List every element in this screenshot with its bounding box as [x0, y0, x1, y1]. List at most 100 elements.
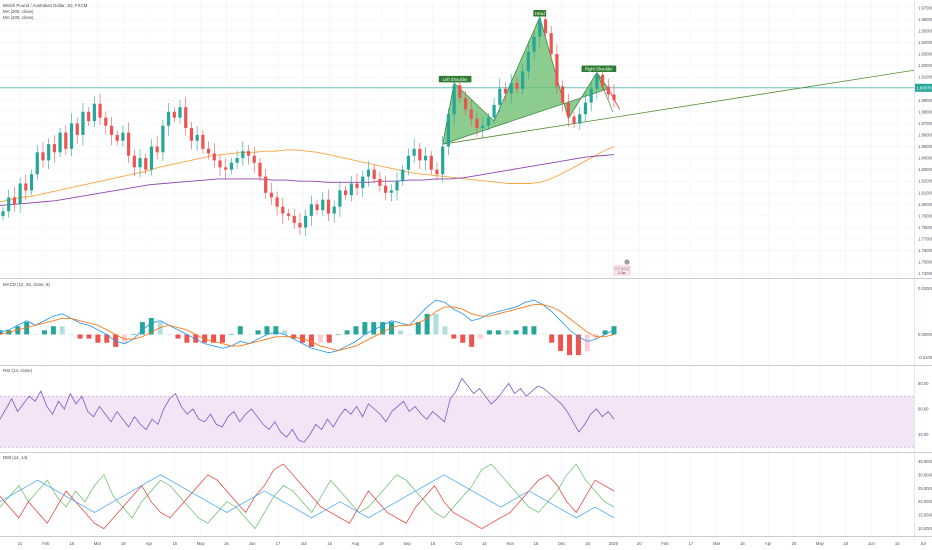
dmi-panel[interactable]: 35.0000 30.0000 25.0000 20.0000 15.0000 10.00…: [0, 459, 932, 531]
rsi-tick-label: 40.00: [918, 432, 929, 437]
head-label[interactable]: Head: [533, 10, 547, 17]
macd-histogram-bar: [424, 313, 430, 335]
time-tick-label: Feb: [661, 541, 669, 546]
time-tick-label: Mar: [713, 541, 721, 546]
left-shoulder-label[interactable]: Left Shoulder: [438, 75, 472, 83]
price-tick-label: 1.86000: [918, 132, 932, 137]
time-tick-label: 17: [276, 541, 281, 546]
macd-legend[interactable]: MACD (12, 26, close, 9): [3, 282, 50, 288]
candle-body: [321, 199, 325, 211]
candlesticks[interactable]: [1, 10, 616, 237]
candle-body: [606, 86, 610, 95]
time-tick-label: Apr: [765, 541, 772, 546]
ma200-legend[interactable]: MA (200, close): [3, 9, 34, 14]
price-tick-label: 1.88000: [918, 109, 932, 114]
macd-histogram-bar: [95, 334, 101, 343]
price-tick-label: 1.84000: [918, 156, 932, 161]
price-axis[interactable]: 1.97000 1.96000 1.95000 1.94000 1.93000 1.920…: [915, 5, 932, 276]
macd-histogram-bar: [33, 334, 39, 336]
time-tick-label: 21: [18, 541, 23, 546]
pattern-labels[interactable]: Left Shoulder Head Right Shoulder 2,7 (12,1…: [438, 10, 631, 276]
candle-body: [35, 152, 39, 175]
dmi-legend[interactable]: DMI (14, 14): [3, 455, 27, 461]
macd-histogram-bar: [513, 330, 519, 335]
candle-body: [538, 19, 542, 37]
price-tick-label: 1.77000: [918, 237, 932, 242]
macd-histogram-bar: [478, 334, 484, 339]
candle-body: [332, 206, 336, 214]
moving-averages: [0, 146, 615, 206]
right-shoulder-label[interactable]: Right Shoulder: [581, 65, 617, 73]
candle-body: [503, 88, 508, 94]
ma200-line: [0, 154, 615, 206]
macd-histogram-bar: [184, 334, 190, 343]
time-tick-label: Jul: [301, 541, 306, 546]
macd-panel[interactable]: 0.02000 0.00000 -0.01000: [0, 286, 932, 360]
candle-body: [412, 148, 416, 156]
candle-body: [498, 88, 502, 105]
macd-histogram-bar: [335, 334, 341, 336]
candle-body: [121, 132, 125, 141]
head-and-shoulders-pattern[interactable]: [442, 15, 915, 145]
price-tick-label: 1.93000: [918, 52, 932, 57]
candle-body: [166, 111, 171, 126]
time-axis[interactable]: 21 Feb 18 Mar 18 Apr 15 May 16 Jun 17 Jul 15 Aug 19 Sep…: [18, 541, 926, 546]
candle-body: [469, 109, 473, 119]
candle-body: [269, 192, 273, 198]
macd-histogram-bar: [228, 334, 234, 336]
macd-histogram-bar: [442, 326, 448, 335]
dmi-plus-line: [0, 463, 615, 530]
candle-body: [458, 85, 462, 98]
rsi-legend[interactable]: RSI (14, close): [3, 368, 32, 374]
candle-body: [355, 183, 359, 189]
price-tick-label: 1.80000: [918, 202, 932, 207]
candle-body: [81, 111, 85, 135]
candle-body: [212, 153, 216, 161]
candle-body: [441, 146, 445, 175]
macd-histogram-bar: [371, 322, 377, 335]
macd-histogram-bar: [380, 322, 386, 335]
macd-line: [0, 299, 615, 354]
time-tick-label: 20: [792, 541, 797, 546]
pattern-label-box: [581, 65, 617, 73]
candle-body: [1, 211, 5, 216]
macd-histogram-bar: [68, 334, 74, 336]
macd-histogram-bar: [549, 334, 555, 343]
candle-body: [229, 162, 234, 170]
rsi-tick-label: 80.00: [918, 381, 929, 386]
event-badge-line1: 2,7 (12,1): [615, 267, 629, 271]
ma100-legend[interactable]: MA (100, close): [3, 15, 34, 20]
macd-histogram-bar: [139, 322, 145, 335]
candle-body: [589, 88, 593, 103]
price-tick-label: 1.78000: [918, 225, 932, 230]
candle-body: [389, 190, 393, 193]
macd-histogram-bar: [397, 330, 403, 335]
symbol-title[interactable]: British Pound / Australian Dollar, 1D, F…: [3, 3, 88, 8]
candle-body: [115, 134, 119, 141]
candle-body: [543, 19, 548, 34]
macd-histogram-bar: [602, 330, 608, 335]
time-tick-label: 16: [740, 541, 745, 546]
candle-body: [486, 117, 490, 126]
rsi-panel[interactable]: 80.00 60.00 40.00: [0, 377, 929, 448]
candle-body: [395, 181, 399, 191]
macd-histogram-bar: [460, 334, 466, 343]
time-tick-label: Dec: [558, 541, 565, 546]
time-tick-label: 19: [379, 541, 384, 546]
candle-body: [258, 162, 262, 177]
macd-histogram-bar: [77, 334, 83, 339]
macd-histogram-bar: [264, 326, 270, 335]
price-tick-label: 1.74000: [918, 271, 932, 276]
event-badge: [613, 265, 631, 276]
time-tick-label: 16: [585, 541, 590, 546]
candle-body: [206, 148, 211, 154]
macd-histogram-bar: [300, 334, 306, 343]
candle-body: [583, 102, 588, 115]
candle-body: [275, 197, 279, 207]
time-tick-label: 15: [327, 541, 332, 546]
current-price-label: 1.90078: [917, 85, 932, 90]
time-tick-label: Jun: [249, 541, 256, 546]
macd-histogram-bar: [584, 334, 590, 351]
macd-histogram-bar: [157, 322, 163, 335]
